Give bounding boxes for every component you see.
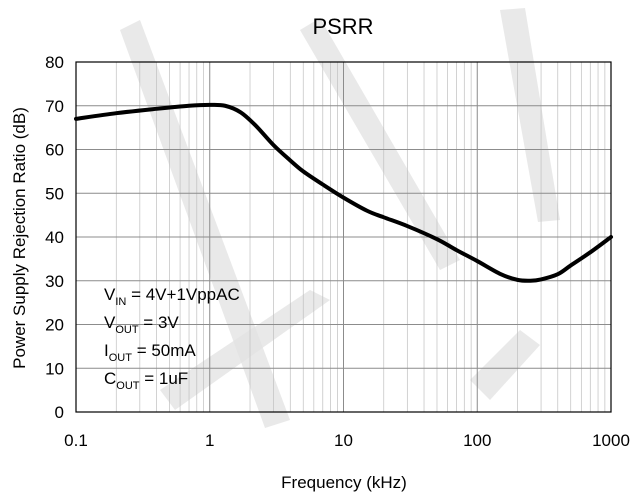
y-tick-label: 20 bbox=[45, 316, 64, 335]
chart-title: PSRR bbox=[312, 14, 373, 39]
y-tick-label: 30 bbox=[45, 272, 64, 291]
annotation-line: VIN = 4V+1VppAC bbox=[104, 285, 240, 308]
x-axis-label: Frequency (kHz) bbox=[281, 473, 407, 492]
annotation-line: IOUT = 50mA bbox=[104, 341, 196, 364]
y-axis-ticks: 0 10 20 30 40 50 60 70 80 bbox=[45, 53, 64, 422]
test-conditions-annotation: VIN = 4V+1VppAC VOUT = 3V IOUT = 50mA COUT … bbox=[104, 285, 240, 392]
x-tick-label: 0.1 bbox=[64, 431, 88, 450]
psrr-series-line bbox=[74, 102, 613, 283]
annotation-line: COUT = 1uF bbox=[104, 369, 188, 392]
x-axis-ticks: 0.1 1 10 100 1000 bbox=[64, 431, 630, 450]
y-tick-label: 0 bbox=[55, 403, 64, 422]
y-tick-label: 70 bbox=[45, 97, 64, 116]
y-tick-label: 60 bbox=[45, 141, 64, 160]
y-tick-label: 50 bbox=[45, 184, 64, 203]
y-tick-label: 80 bbox=[45, 53, 64, 72]
background-watermark bbox=[120, 8, 560, 428]
y-tick-label: 10 bbox=[45, 359, 64, 378]
x-tick-label: 1 bbox=[205, 431, 214, 450]
y-axis-label: Power Supply Rejection Ratio (dB) bbox=[10, 107, 29, 369]
x-tick-label: 1000 bbox=[592, 431, 630, 450]
y-tick-label: 40 bbox=[45, 228, 64, 247]
x-tick-label: 100 bbox=[463, 431, 491, 450]
annotation-line: VOUT = 3V bbox=[104, 313, 179, 336]
x-tick-label: 10 bbox=[334, 431, 353, 450]
